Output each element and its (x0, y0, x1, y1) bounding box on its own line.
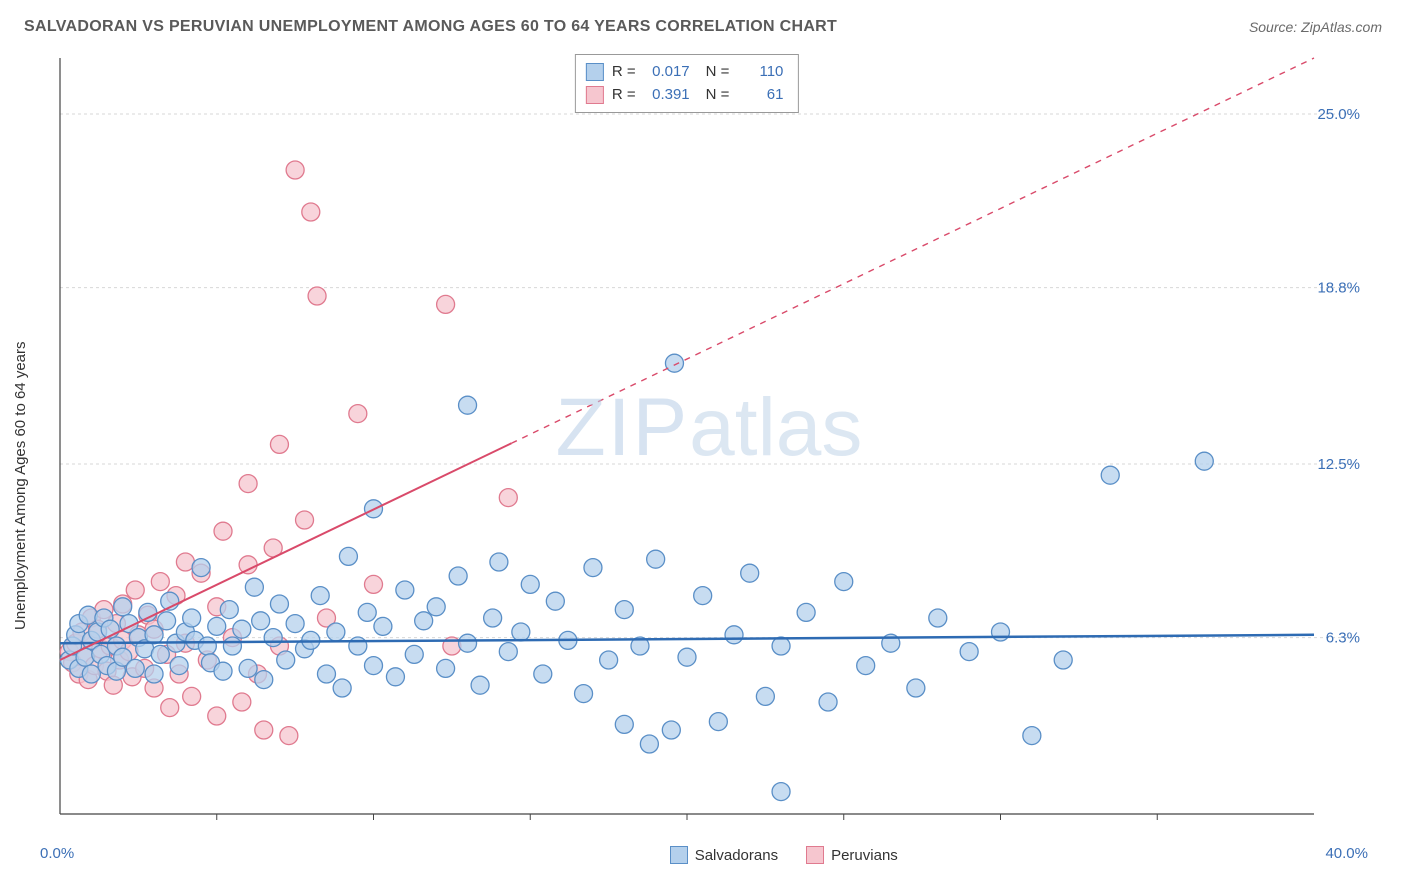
legend-item-peruvians: Peruvians (806, 846, 898, 864)
legend-row-peruvians: R = 0.391 N = 61 (586, 84, 784, 107)
svg-text:25.0%: 25.0% (1317, 106, 1360, 123)
svg-text:12.5%: 12.5% (1317, 456, 1360, 473)
y-axis-label: Unemployment Among Ages 60 to 64 years (12, 341, 29, 630)
source-label: Source: ZipAtlas.com (1249, 19, 1382, 35)
svg-text:6.3%: 6.3% (1326, 630, 1360, 647)
x-max-label: 40.0% (1325, 845, 1368, 862)
x-min-label: 0.0% (40, 845, 74, 862)
scatter-chart: 6.3% 12.5% 18.8% 25.0% (54, 52, 1364, 820)
series-legend: Salvadorans Peruvians (670, 846, 898, 864)
chart-title: SALVADORAN VS PERUVIAN UNEMPLOYMENT AMON… (24, 18, 837, 36)
plot-area: 6.3%12.5%18.8%25.0% ZIPatlas R = 0.017 N… (54, 52, 1364, 820)
svg-text:18.8%: 18.8% (1317, 280, 1360, 297)
legend-item-salvadorans: Salvadorans (670, 846, 778, 864)
correlation-legend: R = 0.017 N = 110 R = 0.391 N = 61 (575, 54, 799, 113)
legend-row-salvadorans: R = 0.017 N = 110 (586, 61, 784, 84)
